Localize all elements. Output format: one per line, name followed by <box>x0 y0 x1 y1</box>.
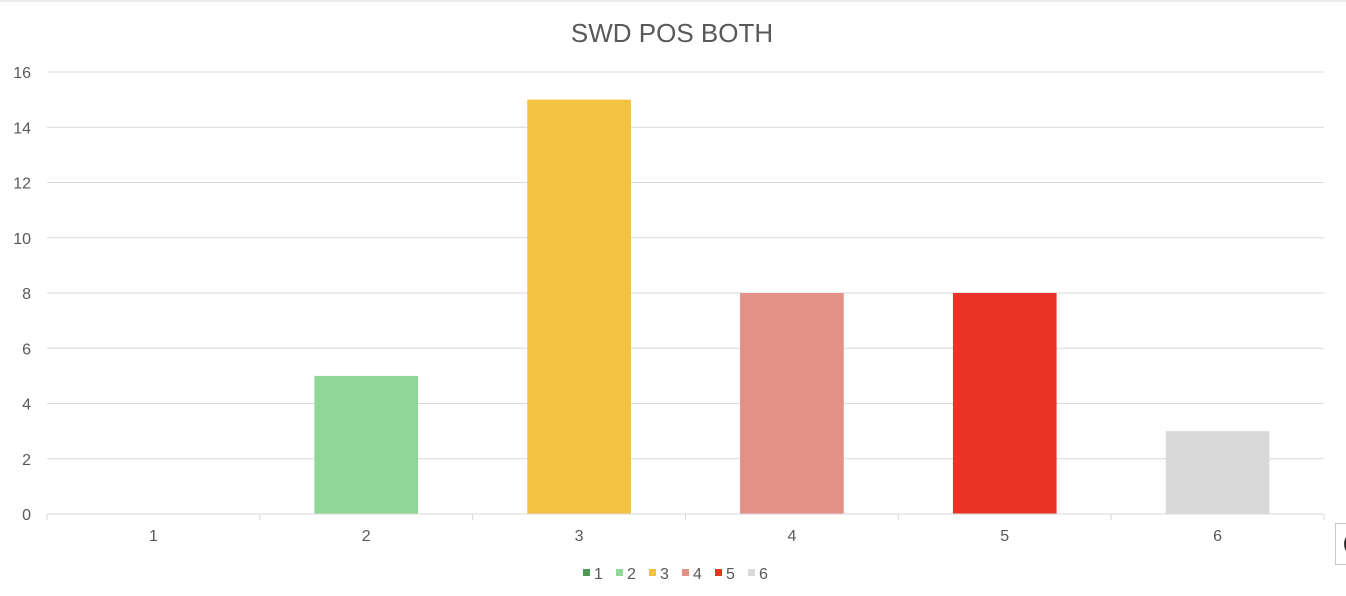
y-tick-label: 16 <box>13 65 31 82</box>
legend-swatch <box>682 569 689 576</box>
handle-glyph-icon <box>1344 536 1346 552</box>
y-tick-label: 0 <box>22 507 31 524</box>
x-axis <box>46 513 1325 520</box>
y-tick-label: 4 <box>22 397 31 414</box>
legend-label: 2 <box>627 566 636 583</box>
bar-6 <box>1165 431 1270 514</box>
y-tick-label: 10 <box>13 231 31 248</box>
bars <box>314 99 1270 514</box>
chart-side-handle[interactable] <box>1335 523 1346 565</box>
legend-swatch <box>748 569 755 576</box>
y-tick-label: 14 <box>13 120 31 137</box>
x-tick-label: 2 <box>362 528 371 545</box>
chart-title: SWD POS BOTH <box>571 18 773 48</box>
y-tick-label: 6 <box>22 341 31 358</box>
legend-label: 4 <box>693 566 702 583</box>
legend-swatch <box>715 569 722 576</box>
y-tick-label: 2 <box>22 452 31 469</box>
y-tick-label: 8 <box>22 286 31 303</box>
legend-label: 6 <box>759 566 768 583</box>
legend-label: 5 <box>726 566 735 583</box>
x-tick-label: 5 <box>1000 528 1009 545</box>
x-tick-label: 3 <box>575 528 584 545</box>
bar-5 <box>952 293 1057 514</box>
gridlines <box>47 71 1324 460</box>
bar-2 <box>314 375 419 514</box>
legend-label: 1 <box>594 566 603 583</box>
legend: 1 2 3 4 5 6 <box>583 566 768 583</box>
y-axis-ticks: 0 2 4 6 8 10 12 14 16 <box>13 65 31 524</box>
legend-swatch <box>583 569 590 576</box>
bar-4 <box>740 293 844 514</box>
bar-3 <box>527 99 631 514</box>
x-axis-ticks: 1 2 3 4 5 6 <box>149 528 1222 545</box>
x-tick-label: 6 <box>1213 528 1222 545</box>
legend-label: 3 <box>660 566 669 583</box>
x-tick-label: 4 <box>787 528 796 545</box>
x-tick-label: 1 <box>149 528 158 545</box>
legend-swatch <box>649 569 656 576</box>
legend-swatch <box>616 569 623 576</box>
y-tick-label: 12 <box>13 176 31 193</box>
